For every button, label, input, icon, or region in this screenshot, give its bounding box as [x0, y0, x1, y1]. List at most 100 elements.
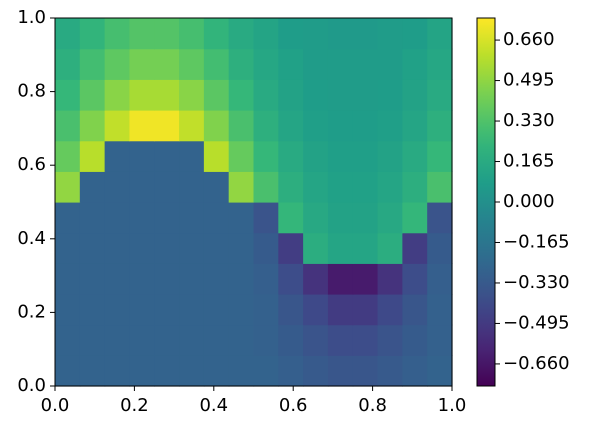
y-tick-label: 0.8	[17, 81, 46, 102]
heat-cell	[203, 232, 230, 264]
heat-cell	[402, 232, 428, 264]
heat-cell	[129, 294, 155, 326]
heat-cell	[55, 18, 81, 50]
heat-cell	[427, 263, 453, 295]
heat-cell	[253, 171, 279, 203]
heat-cell	[377, 232, 403, 264]
heat-cell	[303, 294, 329, 326]
heat-cell	[352, 18, 379, 50]
heat-cell	[104, 355, 131, 387]
heat-cell	[303, 232, 329, 264]
heat-cell	[327, 110, 354, 142]
heat-cell	[55, 355, 81, 387]
heat-cell	[55, 324, 81, 356]
heat-cell	[402, 79, 428, 111]
heat-cell	[352, 355, 379, 387]
heat-cell	[327, 263, 354, 295]
heat-cell	[129, 140, 155, 172]
heat-cell	[278, 18, 304, 50]
heat-cell	[253, 294, 279, 326]
heat-cell	[154, 171, 180, 203]
heat-cell	[327, 202, 354, 234]
heat-cell	[154, 79, 180, 111]
heat-cell	[203, 294, 230, 326]
heat-cell	[228, 140, 255, 172]
heat-cell	[228, 294, 255, 326]
heat-cell	[79, 294, 106, 326]
heat-cell	[253, 140, 279, 172]
heat-cell	[377, 202, 403, 234]
heat-cell	[104, 294, 131, 326]
heat-cell	[327, 48, 354, 80]
heat-cell	[253, 232, 279, 264]
heat-cell	[427, 110, 453, 142]
colorbar	[476, 17, 496, 387]
colorbar-tick-label: −0.165	[503, 231, 570, 252]
heat-cell	[129, 263, 155, 295]
heat-cell	[278, 140, 304, 172]
heat-cell	[55, 110, 81, 142]
heat-cell	[203, 171, 230, 203]
heat-cell	[129, 202, 155, 234]
heat-cell	[154, 202, 180, 234]
heat-cell	[79, 110, 106, 142]
heat-cell	[352, 263, 379, 295]
heat-cell	[278, 202, 304, 234]
heat-cell	[253, 324, 279, 356]
heat-cell	[203, 263, 230, 295]
heat-cell	[228, 202, 255, 234]
plot-frame	[54, 17, 453, 387]
heat-cell	[377, 355, 403, 387]
y-tick-label: 0.0	[17, 375, 46, 396]
heat-cell	[427, 232, 453, 264]
heat-cell	[154, 232, 180, 264]
heat-cell	[104, 110, 131, 142]
heat-cell	[179, 48, 205, 80]
heat-cell	[327, 171, 354, 203]
heat-cell	[303, 355, 329, 387]
y-tick-label: 0.2	[17, 301, 46, 322]
heat-cell	[179, 140, 205, 172]
heat-cell	[303, 202, 329, 234]
heat-cell	[104, 18, 131, 50]
heat-cell	[154, 18, 180, 50]
heat-cell	[55, 202, 81, 234]
heat-cell	[55, 48, 81, 80]
heat-cell	[352, 48, 379, 80]
y-tick-label: 0.4	[17, 228, 46, 249]
colorbar-tick-label: −0.660	[503, 353, 570, 374]
heat-cell	[228, 110, 255, 142]
heat-cell	[402, 263, 428, 295]
x-tick-label: 1.0	[438, 395, 467, 416]
heat-cell	[278, 355, 304, 387]
heat-cell	[427, 48, 453, 80]
heat-cell	[154, 263, 180, 295]
heat-cell	[278, 324, 304, 356]
heat-cell	[55, 294, 81, 326]
colorbar-tick-label: −0.495	[503, 312, 570, 333]
heat-cell	[327, 140, 354, 172]
heat-cell	[377, 18, 403, 50]
heat-cell	[352, 324, 379, 356]
heat-cell	[253, 48, 279, 80]
heat-cell	[352, 79, 379, 111]
heat-cell	[104, 263, 131, 295]
heat-cell	[104, 202, 131, 234]
heat-cell	[79, 324, 106, 356]
heat-cell	[377, 79, 403, 111]
heat-cell	[179, 324, 205, 356]
heat-cell	[352, 110, 379, 142]
heat-cell	[203, 48, 230, 80]
colorbar-tick-label: 0.495	[503, 70, 555, 91]
heat-cell	[278, 48, 304, 80]
heat-cell	[253, 110, 279, 142]
heat-cell	[303, 324, 329, 356]
heat-cell	[427, 324, 453, 356]
heat-cell	[377, 294, 403, 326]
heat-cell	[228, 324, 255, 356]
heat-cell	[179, 79, 205, 111]
heat-cell	[352, 171, 379, 203]
heat-cell	[154, 110, 180, 142]
heat-cell	[327, 18, 354, 50]
colorbar-tick-label: 0.660	[503, 29, 555, 50]
